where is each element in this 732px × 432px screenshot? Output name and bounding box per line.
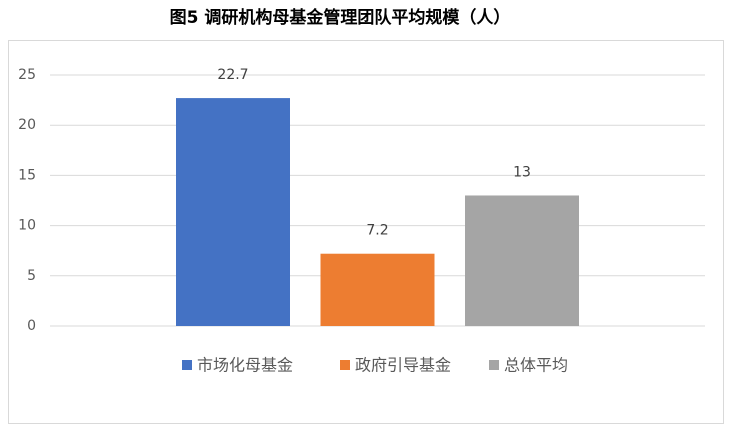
bar (176, 98, 290, 326)
legend-label: 政府引导基金 (355, 356, 451, 375)
bar (465, 195, 579, 326)
chart-title: 图5 调研机构母基金管理团队平均规模（人） (170, 7, 511, 28)
y-tick-label: 0 (27, 318, 36, 334)
y-tick-label: 10 (18, 218, 36, 234)
y-tick-label: 15 (18, 167, 36, 183)
legend-swatch (182, 360, 192, 370)
legend-label: 市场化母基金 (197, 356, 293, 375)
y-tick-label: 20 (18, 117, 36, 133)
bar (320, 253, 435, 326)
data-label: 13 (513, 164, 531, 180)
legend-swatch (340, 360, 350, 370)
legend-swatch (489, 360, 499, 370)
y-tick-label: 25 (18, 67, 36, 83)
data-label: 22.7 (217, 67, 248, 83)
chart-frame (8, 40, 724, 424)
data-label: 7.2 (366, 223, 388, 239)
legend-label: 总体平均 (504, 356, 568, 375)
y-tick-label: 5 (27, 268, 36, 284)
